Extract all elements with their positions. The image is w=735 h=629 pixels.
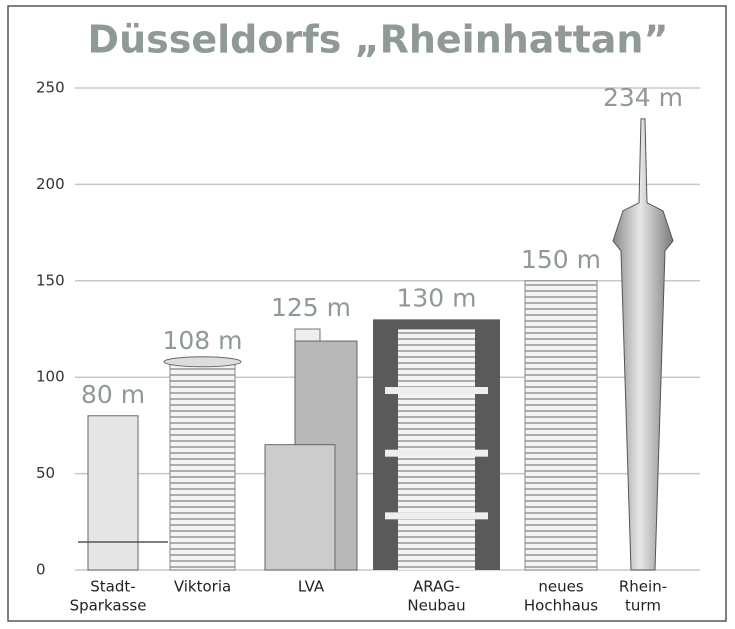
x-tick-label: LVA: [298, 578, 325, 596]
x-tick-label: Neubau: [407, 597, 465, 615]
x-tick-label: turm: [625, 597, 661, 615]
bar: [170, 362, 235, 570]
value-label: 234 m: [603, 83, 683, 112]
x-tick-label: Hochhaus: [524, 597, 598, 615]
x-tick-label: Rhein-: [619, 578, 667, 596]
value-label: 130 m: [396, 283, 476, 312]
chart-title: Düsseldorfs „Rheinhattan”: [88, 18, 669, 62]
floor-band: [385, 512, 488, 519]
value-label: 80 m: [81, 380, 145, 409]
x-tick-label: Stadt-: [90, 578, 135, 596]
y-tick-label: 150: [36, 271, 65, 289]
value-label: 125 m: [271, 293, 351, 322]
bar-wing: [265, 445, 335, 570]
x-tick-label: neues: [538, 578, 583, 596]
floor-band: [385, 387, 488, 394]
floor-band: [385, 450, 488, 457]
chart: Düsseldorfs „Rheinhattan” 0 50 100 150 200 25…: [0, 0, 735, 629]
bar-roof: [164, 357, 241, 367]
y-tick-label: 50: [36, 464, 55, 482]
bar: [613, 119, 673, 570]
bar: [88, 416, 138, 570]
y-tick-label: 250: [36, 79, 65, 97]
y-tick-label: 200: [36, 175, 65, 193]
bar: [525, 281, 597, 570]
value-label: 108 m: [162, 326, 242, 355]
value-label: 150 m: [521, 245, 601, 274]
x-tick-label: Sparkasse: [70, 597, 147, 615]
y-tick-label: 100: [36, 368, 65, 386]
x-tick-label: ARAG-: [413, 578, 460, 596]
y-tick-label: 0: [36, 561, 46, 579]
x-tick-label: Viktoria: [174, 578, 231, 596]
